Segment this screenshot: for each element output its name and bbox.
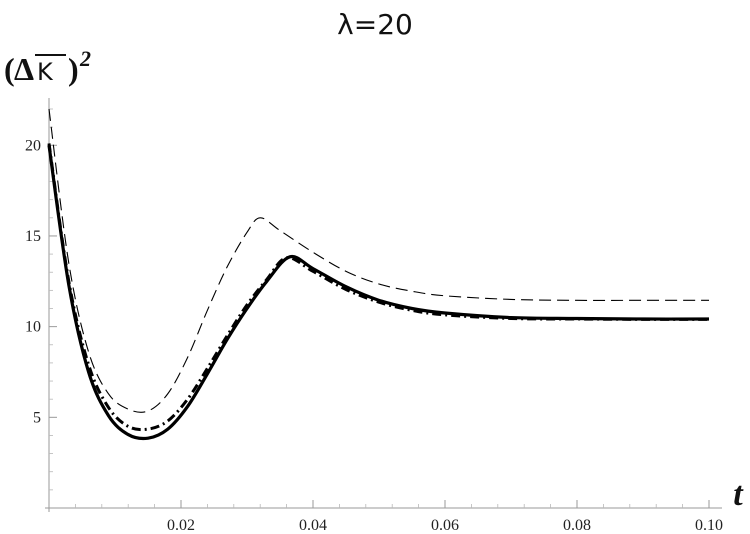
ticks bbox=[49, 108, 710, 508]
y-tick-label: 20 bbox=[25, 137, 41, 154]
series-line-1-solid-thick bbox=[47, 145, 710, 441]
y-tick-label: 10 bbox=[25, 319, 41, 336]
x-tick-label: 0.04 bbox=[299, 517, 327, 534]
chart-title: λ=20 bbox=[337, 8, 413, 41]
y-axis-label-superscript: 2 bbox=[79, 46, 91, 71]
y-axis-label-variable: K bbox=[37, 58, 54, 86]
y-axis-label: ( Δ K ) 2 bbox=[4, 46, 91, 87]
x-tick-label: 0.10 bbox=[695, 517, 723, 534]
y-tick-label: 15 bbox=[25, 228, 41, 245]
series-layer bbox=[47, 108, 710, 441]
y-axis-label-open-paren: ( bbox=[4, 51, 15, 87]
tick-labels: 0.02 0.04 0.06 0.08 0.10 5 10 15 20 bbox=[25, 137, 723, 534]
series-line-3-dashed-thin bbox=[48, 108, 709, 413]
axes bbox=[45, 98, 722, 512]
y-axis-label-delta: Δ bbox=[14, 51, 34, 87]
x-tick-label: 0.08 bbox=[563, 517, 591, 534]
x-axis-label: t bbox=[733, 476, 744, 513]
y-tick-label: 5 bbox=[33, 409, 41, 426]
x-tick-label: 0.02 bbox=[167, 517, 195, 534]
y-axis-label-close-paren: ) bbox=[68, 51, 79, 87]
series-line-2-dash-dot-thick bbox=[47, 143, 710, 432]
x-tick-label: 0.06 bbox=[431, 517, 459, 534]
